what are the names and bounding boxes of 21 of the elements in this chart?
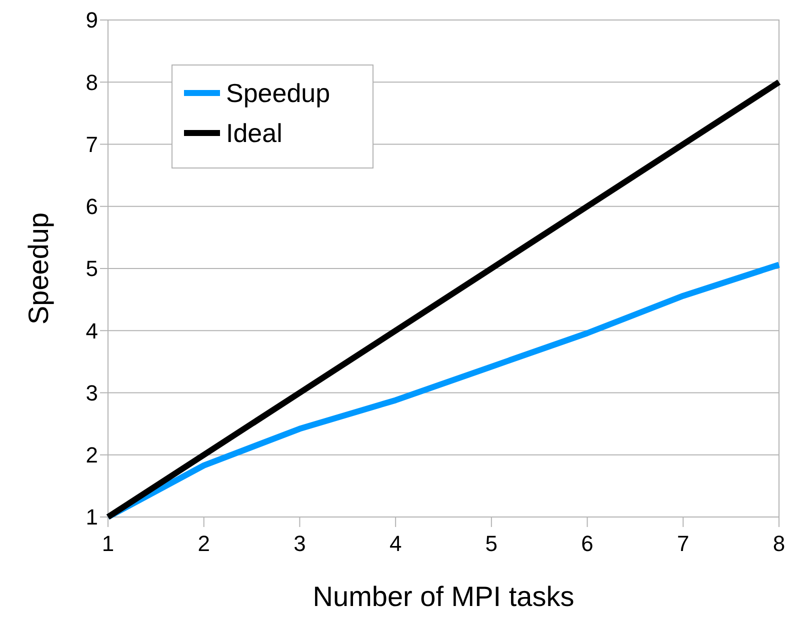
y-tick-label: 6: [86, 194, 98, 220]
y-tick-label: 2: [86, 442, 98, 468]
y-tick-label: 8: [86, 70, 98, 95]
y-tick-label: 3: [86, 380, 98, 406]
y-tick-label: 5: [86, 256, 98, 282]
x-tick-label: 7: [677, 531, 690, 556]
legend-label: Speedup: [226, 78, 330, 108]
y-tick-label: 1: [86, 504, 98, 530]
x-tick-label: 1: [102, 531, 114, 556]
y-tick-label: 9: [86, 8, 98, 33]
x-axis-title: Number of MPI tasks: [312, 581, 574, 612]
x-tick-label: 4: [389, 531, 402, 556]
y-tick-label: 4: [86, 318, 98, 344]
x-tick-label: 3: [294, 531, 306, 556]
legend-label: Ideal: [226, 118, 282, 148]
y-tick-label: 7: [86, 132, 98, 157]
y-axis-title: Speedup: [23, 212, 54, 325]
x-tick-label: 5: [485, 531, 498, 556]
x-tick-label: 2: [198, 531, 210, 556]
x-tick-label: 8: [772, 531, 786, 556]
x-tick-label: 6: [581, 531, 594, 556]
